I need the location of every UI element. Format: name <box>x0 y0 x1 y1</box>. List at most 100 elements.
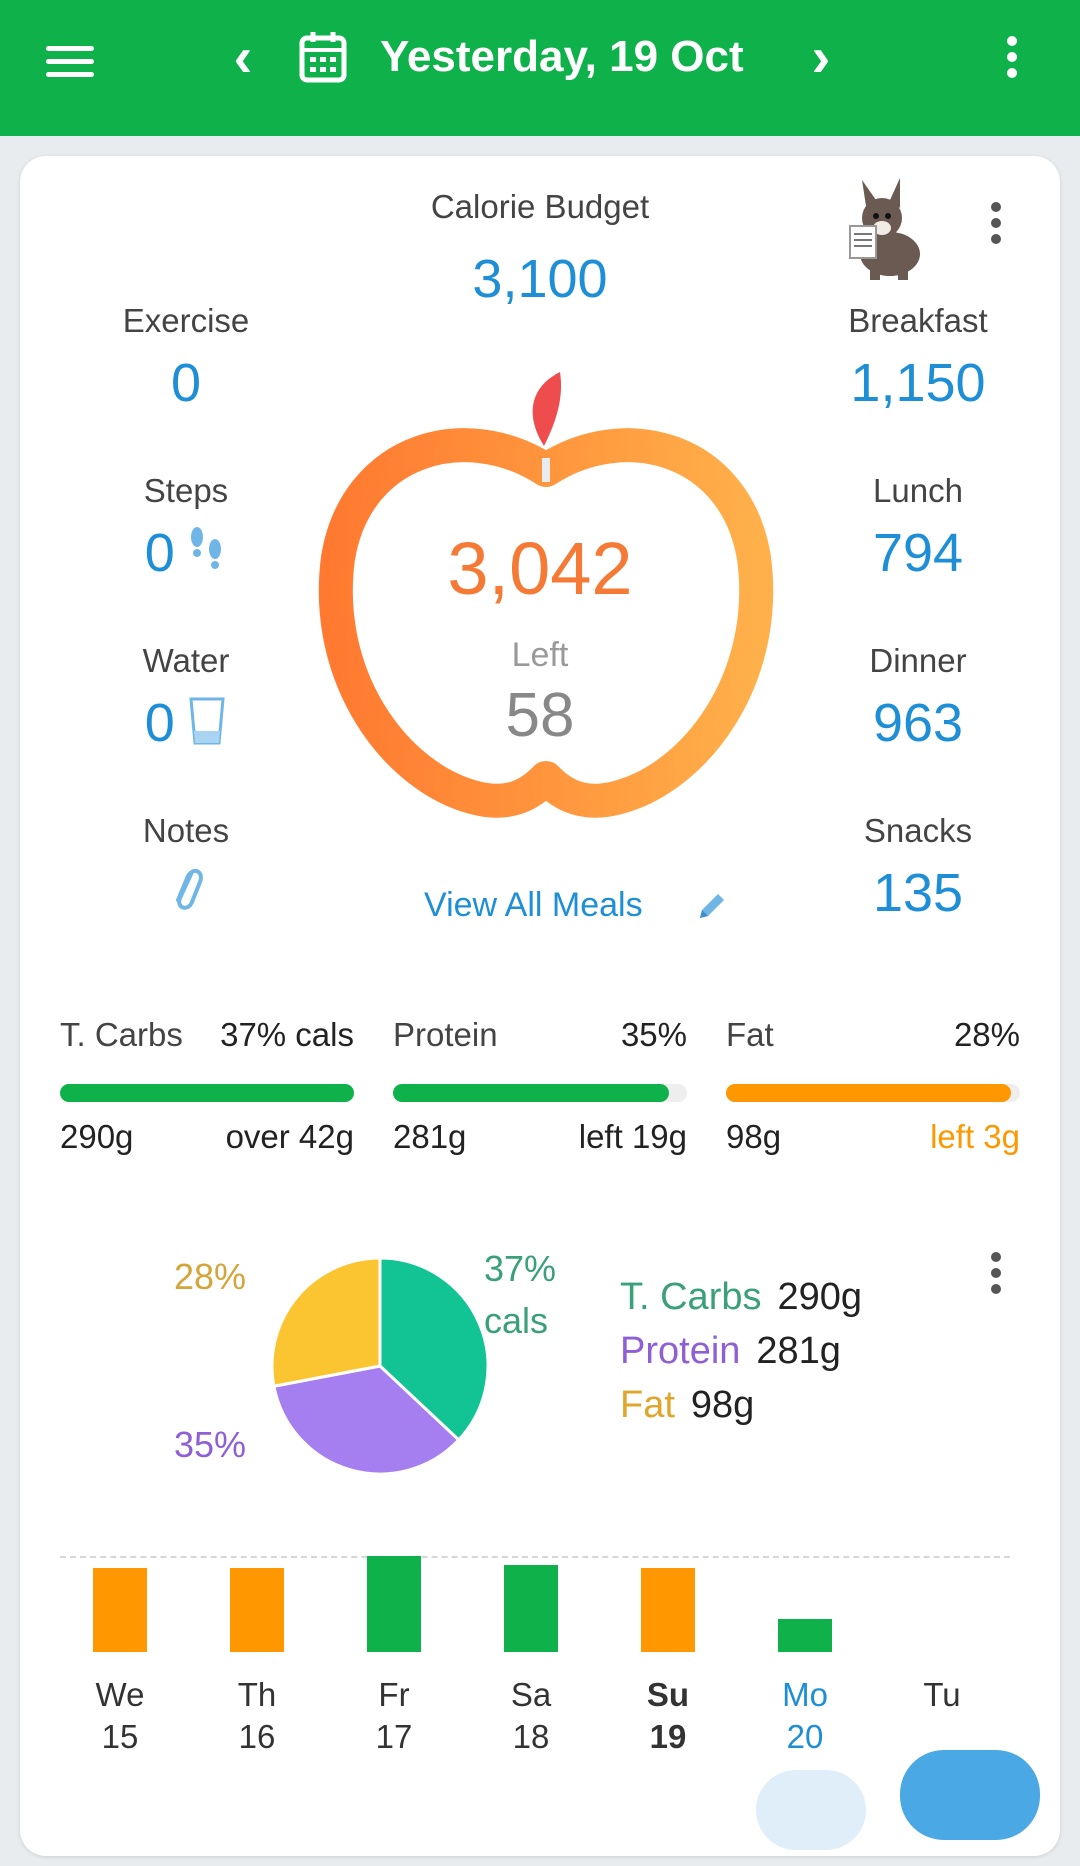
water-value: 0 <box>144 693 175 753</box>
day-bar-su[interactable] <box>641 1568 695 1652</box>
day-bar-sa[interactable] <box>504 1565 558 1652</box>
paperclip-icon[interactable] <box>166 862 206 916</box>
view-all-meals-link[interactable]: View All Meals <box>424 886 643 924</box>
day-of-week: Sa <box>510 1676 552 1713</box>
lunch-value[interactable]: 794 <box>872 523 964 583</box>
next-day-button[interactable]: › <box>811 25 831 88</box>
card-overflow-menu-icon[interactable] <box>986 196 1006 250</box>
calories-left-value: 58 <box>505 681 575 750</box>
macro-progress-fill <box>393 1084 670 1102</box>
pie-slice-fat <box>270 1256 382 1388</box>
day-bar-fr[interactable] <box>367 1556 421 1652</box>
calorie-apple-gauge[interactable] <box>316 358 776 828</box>
pie-label-carbs: 37% <box>484 1248 557 1289</box>
water-glass-icon <box>189 697 225 745</box>
legend-grams-carbs: 290g <box>777 1276 863 1318</box>
legend-item: Protein 281g <box>620 1330 862 1384</box>
dinner-value[interactable]: 963 <box>872 693 964 753</box>
breakfast-value[interactable]: 1,150 <box>850 353 986 413</box>
day-of-month: 17 <box>375 1718 413 1755</box>
day-label-fr[interactable]: Fr 17 <box>349 1676 439 1756</box>
pie-slice-protein <box>272 1364 461 1476</box>
calorie-budget-label: Calorie Budget <box>430 188 650 225</box>
pie-slice-carbs <box>378 1256 490 1443</box>
secondary-fab[interactable] <box>756 1770 866 1850</box>
macro-pie-chart[interactable] <box>260 1246 500 1486</box>
weekly-calorie-bars: We 15 Th 16 Fr 17 Sa 18 Su 19 Mo 20 Tu <box>60 1536 1010 1866</box>
current-date[interactable]: Yesterday, 19 Oct <box>380 32 744 81</box>
macro-name: T. Carbs <box>60 1016 183 1053</box>
day-label-sa[interactable]: Sa 18 <box>486 1676 576 1756</box>
macro-remaining: over 42g <box>225 1118 354 1155</box>
day-bar-we[interactable] <box>93 1568 147 1652</box>
steps-row[interactable]: 0 <box>66 522 306 584</box>
calorie-budget-value[interactable]: 3,100 <box>472 249 608 309</box>
legend-item: T. Carbs 290g <box>620 1276 862 1330</box>
day-of-week: Tu <box>923 1676 961 1713</box>
exercise-value[interactable]: 0 <box>170 353 202 413</box>
calendar-icon[interactable] <box>298 30 348 84</box>
macro-grams: 281g <box>393 1118 467 1155</box>
macro-remaining: left 19g <box>578 1118 687 1155</box>
pie-label-protein: 35% <box>174 1424 247 1465</box>
macro-progress-fill <box>60 1084 354 1102</box>
legend-grams-fat: 98g <box>690 1384 755 1426</box>
day-of-week: Th <box>237 1676 277 1713</box>
day-of-month: 16 <box>238 1718 276 1755</box>
macro-percent: 28% <box>953 1016 1020 1053</box>
day-label-mo[interactable]: Mo 20 <box>760 1676 850 1756</box>
pie-label-fat: 28% <box>174 1256 247 1297</box>
breakfast-label: Breakfast <box>848 302 988 339</box>
add-food-fab[interactable] <box>900 1750 1040 1840</box>
calories-eaten: 3,042 <box>447 527 633 610</box>
day-of-week: We <box>95 1676 145 1713</box>
day-of-week: Su <box>646 1676 690 1713</box>
macro-name: Protein <box>393 1016 498 1053</box>
day-bar-th[interactable] <box>230 1568 284 1652</box>
day-of-month: 18 <box>512 1718 550 1755</box>
day-of-month: 19 <box>649 1718 687 1755</box>
legend-name-fat: Fat <box>620 1384 675 1426</box>
macro-remaining: left 3g <box>930 1118 1020 1155</box>
macro-carbs[interactable]: T. Carbs 37% cals 290g over 42g <box>60 1016 354 1155</box>
day-label-th[interactable]: Th 16 <box>212 1676 302 1756</box>
macro-grams: 290g <box>60 1118 134 1155</box>
legend-name-carbs: T. Carbs <box>620 1276 762 1318</box>
water-row[interactable]: 0 <box>66 692 306 754</box>
footsteps-icon <box>191 527 222 569</box>
hamburger-menu-icon[interactable] <box>46 38 94 86</box>
dog-mascot-icon[interactable] <box>830 176 940 286</box>
dinner-label: Dinner <box>869 642 967 679</box>
day-of-week: Mo <box>782 1676 828 1713</box>
snacks-value[interactable]: 135 <box>872 863 964 923</box>
macro-legend: T. Carbs 290g Protein 281g Fat 98g <box>620 1276 862 1438</box>
legend-grams-protein: 281g <box>756 1330 841 1372</box>
water-label: Water <box>142 642 230 679</box>
notes-label: Notes <box>142 812 230 849</box>
snacks-label: Snacks <box>863 812 973 849</box>
calories-left-label: Left <box>511 636 569 674</box>
day-of-month: 20 <box>786 1718 824 1755</box>
steps-label: Steps <box>143 472 229 509</box>
macro-progress-track <box>393 1084 687 1102</box>
macro-fat[interactable]: Fat 28% 98g left 3g <box>726 1016 1020 1155</box>
legend-item: Fat 98g <box>620 1384 862 1438</box>
macro-name: Fat <box>726 1016 774 1053</box>
macro-percent: 35% <box>620 1016 687 1053</box>
exercise-label: Exercise <box>122 302 250 339</box>
previous-day-button[interactable]: ‹ <box>233 25 253 88</box>
overflow-menu-icon[interactable] <box>1000 30 1024 90</box>
macro-progress-track <box>726 1084 1020 1102</box>
macro-progress-fill <box>726 1084 1012 1102</box>
day-bar-mo[interactable] <box>778 1619 832 1652</box>
legend-name-protein: Protein <box>620 1330 741 1372</box>
pie-label-carbs-unit: cals <box>484 1300 549 1341</box>
macro-protein[interactable]: Protein 35% 281g left 19g <box>393 1016 687 1155</box>
chart-overflow-menu-icon[interactable] <box>986 1246 1006 1300</box>
edit-pencil-icon[interactable] <box>692 886 732 926</box>
lunch-label: Lunch <box>873 472 963 509</box>
day-label-su[interactable]: Su 19 <box>623 1676 713 1756</box>
macro-grams: 98g <box>726 1118 782 1155</box>
day-label-tu[interactable]: Tu <box>897 1676 987 1718</box>
day-label-we[interactable]: We 15 <box>75 1676 165 1756</box>
